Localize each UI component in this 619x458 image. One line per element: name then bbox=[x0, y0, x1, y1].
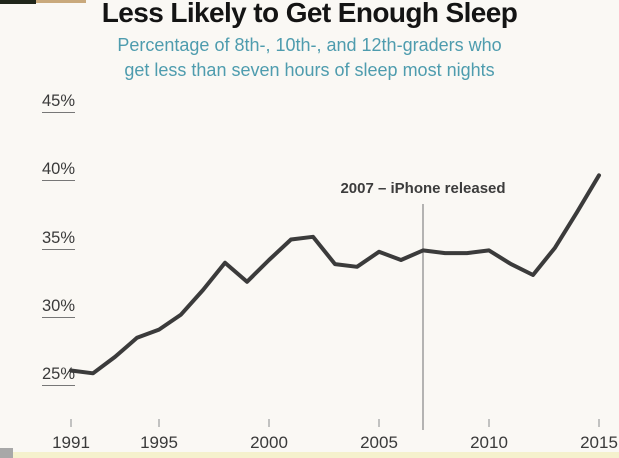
annotation-iphone-label: 2007 – iPhone released bbox=[340, 180, 506, 197]
x-axis-label-2015: 2015 bbox=[580, 433, 618, 452]
edge-artifact-top-dark bbox=[0, 0, 36, 4]
chart-subtitle-line-2: get less than seven hours of sleep most … bbox=[124, 60, 495, 80]
y-axis-label-35: 35% bbox=[42, 229, 76, 250]
data-line bbox=[69, 173, 601, 376]
edge-artifact-bottom-gray bbox=[0, 448, 13, 458]
x-axis-label-2010: 2010 bbox=[470, 433, 508, 452]
x-axis-label-2000: 2000 bbox=[250, 433, 288, 452]
x-axis-label-2005: 2005 bbox=[360, 433, 398, 452]
chart-title: Less Likely to Get Enough Sleep bbox=[101, 0, 518, 28]
y-axis-label-45: 45% bbox=[42, 93, 76, 113]
chart-subtitle: Percentage of 8th-, 10th-, and 12th-grad… bbox=[0, 33, 619, 83]
x-axis-label-1991: 1991 bbox=[52, 433, 90, 452]
y-axis-label-40: 40% bbox=[42, 161, 76, 182]
y-axis-label-30: 30% bbox=[42, 297, 76, 318]
chart-subtitle-line-1: Percentage of 8th-, 10th-, and 12th-grad… bbox=[117, 35, 502, 55]
edge-artifact-bottom-strip bbox=[13, 452, 619, 458]
y-axis-label-25: 25% bbox=[42, 366, 76, 386]
x-axis-label-1995: 1995 bbox=[140, 433, 178, 452]
edge-artifact-top-tan bbox=[36, 0, 86, 3]
